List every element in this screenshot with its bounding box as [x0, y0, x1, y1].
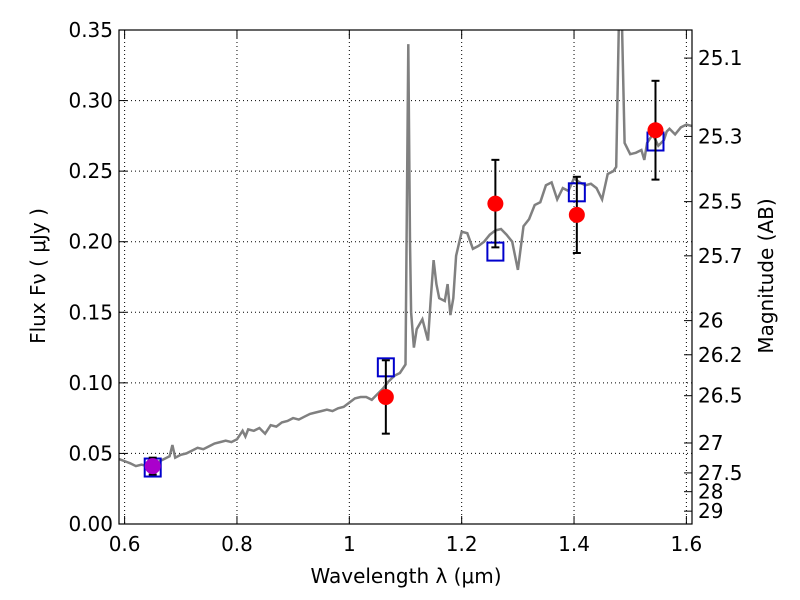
y2-tick-label: 29 [698, 499, 723, 523]
y2-tick-label: 26.2 [698, 343, 743, 367]
y2-tick-label: 26.5 [698, 384, 743, 408]
x-tick-label: 1.4 [558, 532, 590, 556]
y2-tick-label: 25.1 [698, 46, 743, 70]
x-axis-ticks: 0.6 0.8 1 1.2 1.4 1.6 [109, 30, 702, 556]
y2-tick-label: 28 [698, 480, 723, 504]
y-tick-label: 0.15 [68, 300, 113, 324]
y-tick-label: 0.30 [68, 89, 113, 113]
observed-point [144, 458, 161, 475]
spectrum-series [119, 30, 692, 468]
y2-tick-label: 27 [698, 431, 723, 455]
y-tick-label: 0.25 [68, 159, 113, 183]
x-tick-label: 1.2 [446, 532, 478, 556]
y2-tick-label: 25.5 [698, 190, 743, 214]
y2-tick-label: 27.5 [698, 461, 743, 485]
y-axis-ticks: 0.00 0.05 0.10 0.15 0.20 0.25 0.30 0.35 [68, 18, 127, 536]
plot-border [118, 29, 693, 525]
y-axis-label: Flux Fν ( μJy ) [26, 208, 50, 344]
plot-frame [118, 29, 693, 525]
observed-point [487, 195, 504, 212]
y-tick-label: 0.20 [68, 230, 113, 254]
y-tick-label: 0.00 [68, 512, 113, 536]
y-tick-label: 0.10 [68, 371, 113, 395]
y2-axis-label: Magnitude (AB) [754, 198, 778, 353]
spectrum-line [119, 30, 692, 468]
x-tick-label: 1 [343, 532, 356, 556]
observed-points-series [144, 79, 664, 476]
y2-tick-label: 25.3 [698, 124, 743, 148]
x-tick-label: 0.8 [221, 532, 253, 556]
observed-point [377, 388, 394, 405]
observed-point [568, 206, 585, 223]
x-tick-label: 0.6 [109, 532, 141, 556]
y-tick-label: 0.05 [68, 441, 113, 465]
y2-tick-label: 26 [698, 309, 723, 333]
x-axis-label: Wavelength λ (μm) [310, 564, 501, 588]
observed-point [647, 122, 664, 139]
y-tick-label: 0.35 [68, 18, 113, 42]
x-tick-label: 1.6 [670, 532, 702, 556]
model-squares-series [143, 131, 665, 478]
y2-tick-label: 25.7 [698, 244, 743, 268]
